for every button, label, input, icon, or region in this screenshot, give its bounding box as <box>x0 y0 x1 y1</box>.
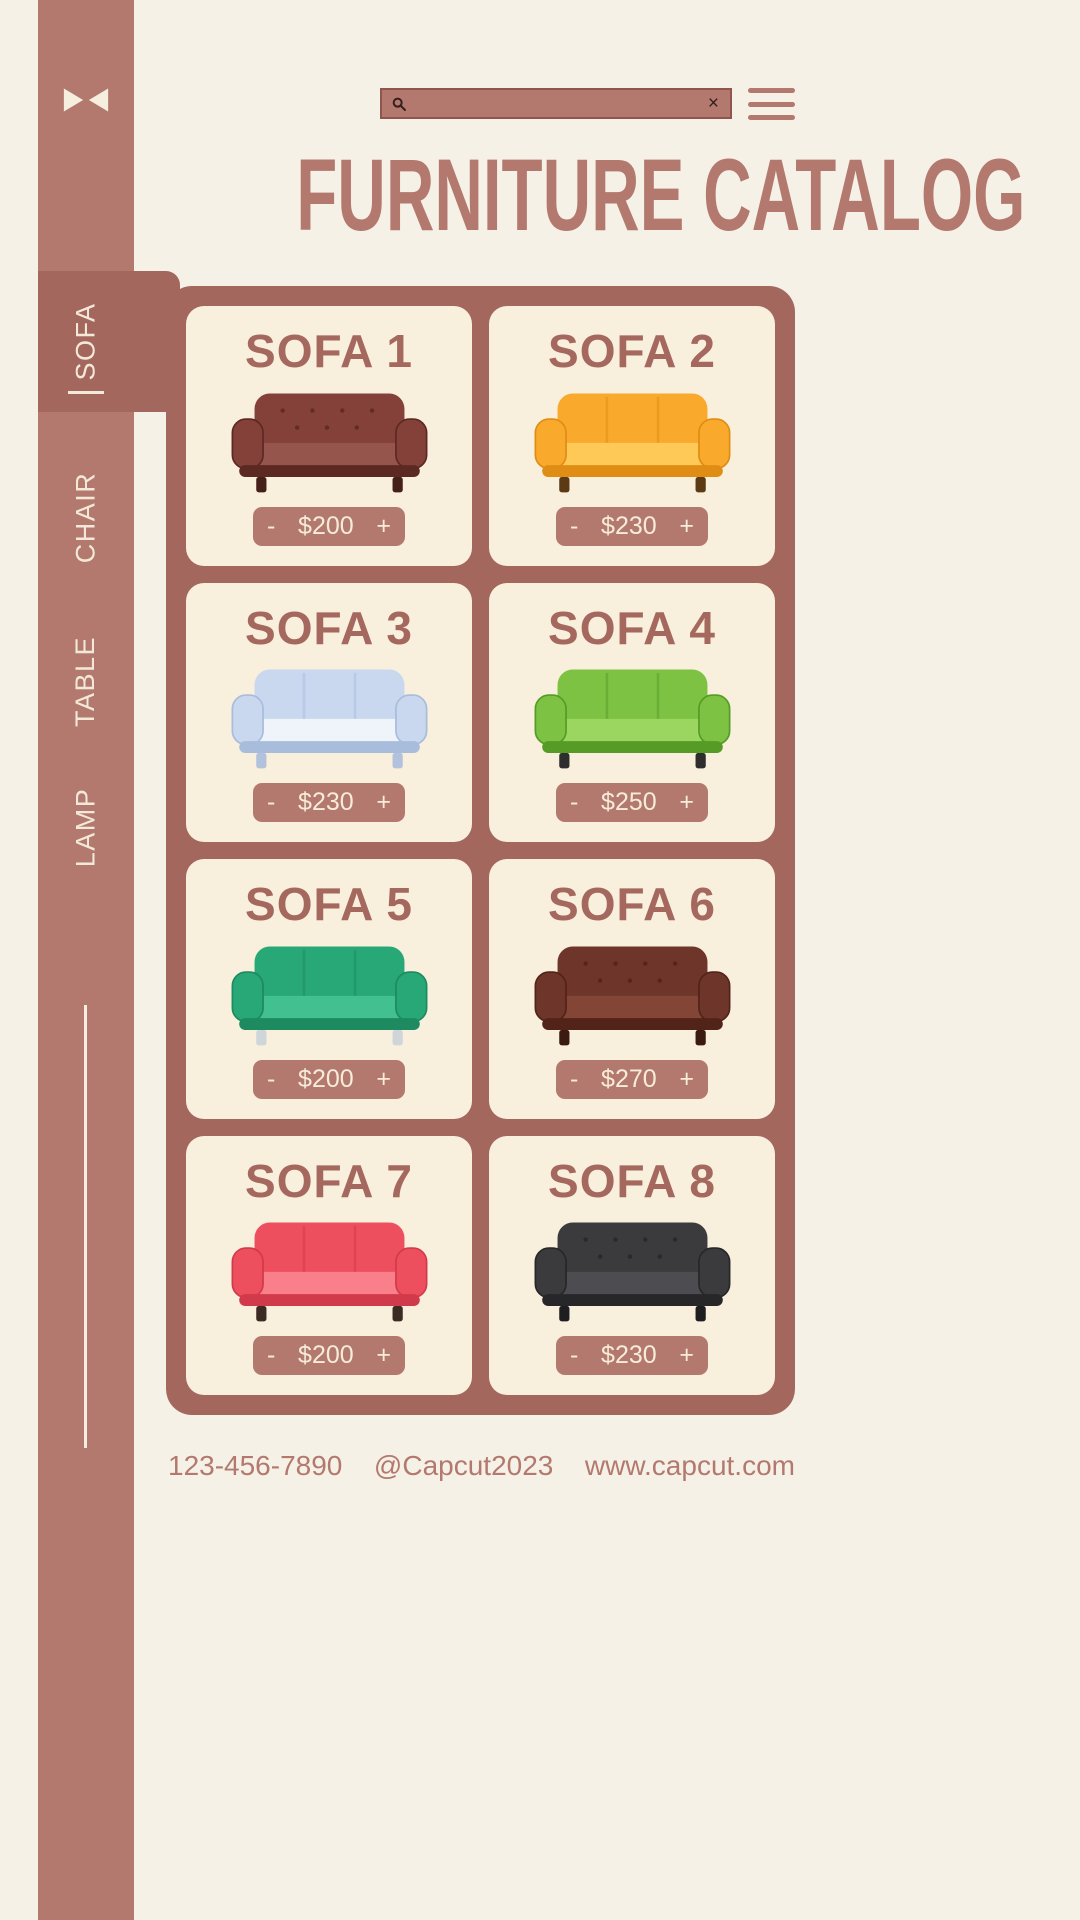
price-decrease-button[interactable]: - <box>570 1064 579 1093</box>
price-stepper: - $250 + <box>556 783 708 822</box>
price-increase-button[interactable]: + <box>679 511 694 540</box>
search-bar: × <box>380 88 732 119</box>
price-stepper: - $200 + <box>253 1059 405 1099</box>
sofa-illustration <box>530 1214 735 1329</box>
price-decrease-button[interactable]: - <box>267 511 276 540</box>
price-value: $200 <box>298 1341 354 1369</box>
card-title: SOFA 2 <box>548 325 716 377</box>
catalog-card: SOFA 7 - $200 + <box>186 1135 472 1395</box>
price-increase-button[interactable]: + <box>376 1341 391 1369</box>
card-grid: SOFA 1 - $200 + SOFA 2 - $230 + SOFA 3 - $230 + S… <box>186 306 775 1395</box>
price-decrease-button[interactable]: - <box>267 788 276 816</box>
price-stepper: - $230 + <box>556 1336 708 1375</box>
sidebar-item-sofa[interactable]: SOFA <box>38 271 134 412</box>
price-increase-button[interactable]: + <box>376 788 391 816</box>
price-stepper: - $270 + <box>556 1059 708 1099</box>
price-increase-button[interactable]: + <box>376 1064 391 1093</box>
sidebar-item-lamp[interactable]: LAMP <box>38 757 134 897</box>
price-decrease-button[interactable]: - <box>570 788 579 816</box>
price-stepper: - $200 + <box>253 1336 405 1375</box>
card-title: SOFA 3 <box>245 601 413 654</box>
catalog-card: SOFA 1 - $200 + <box>186 306 472 566</box>
price-decrease-button[interactable]: - <box>570 1341 579 1369</box>
price-increase-button[interactable]: + <box>376 511 391 540</box>
sofa-illustration <box>530 938 735 1053</box>
sidebar-item-table[interactable]: TABLE <box>38 611 134 751</box>
sidebar-item-label: LAMP <box>70 787 101 867</box>
card-title: SOFA 4 <box>548 601 716 654</box>
price-value: $200 <box>298 511 354 540</box>
footer-handle: @Capcut2023 <box>373 1450 554 1481</box>
hamburger-bar <box>748 115 795 120</box>
sofa-illustration <box>530 385 735 500</box>
footer-phone: 123-456-7890 <box>168 1450 343 1481</box>
catalog-card: SOFA 4 - $250 + <box>489 582 775 842</box>
price-value: $230 <box>601 1341 657 1369</box>
price-value: $200 <box>298 1064 354 1093</box>
price-decrease-button[interactable]: - <box>570 511 579 540</box>
price-stepper: - $200 + <box>253 506 405 546</box>
clear-search-button[interactable]: × <box>707 93 719 114</box>
price-decrease-button[interactable]: - <box>267 1341 276 1369</box>
price-decrease-button[interactable]: - <box>267 1064 276 1093</box>
sidebar-divider-line <box>84 1005 87 1448</box>
price-stepper: - $230 + <box>253 783 405 822</box>
sidebar-item-label: SOFA <box>70 302 101 381</box>
sofa-illustration <box>227 385 432 500</box>
price-stepper: - $230 + <box>556 506 708 546</box>
search-input[interactable] <box>413 94 700 113</box>
sofa-illustration <box>227 661 432 776</box>
price-increase-button[interactable]: + <box>679 788 694 816</box>
search-icon <box>391 96 407 112</box>
sofa-illustration <box>530 661 735 776</box>
price-value: $230 <box>601 511 657 540</box>
price-value: $250 <box>601 788 657 816</box>
capcut-logo-icon <box>38 76 134 124</box>
sidebar-item-chair[interactable]: CHAIR <box>38 447 134 587</box>
catalog-card: SOFA 3 - $230 + <box>186 582 472 842</box>
catalog-card: SOFA 8 - $230 + <box>489 1135 775 1395</box>
catalog-card: SOFA 6 - $270 + <box>489 859 775 1119</box>
card-title: SOFA 5 <box>245 878 413 930</box>
sofa-illustration <box>227 1214 432 1329</box>
catalog-card: SOFA 2 - $230 + <box>489 306 775 566</box>
price-value: $230 <box>298 788 354 816</box>
title-area: FURNITURE CATALOG <box>140 145 1025 247</box>
card-title: SOFA 8 <box>548 1154 716 1207</box>
price-increase-button[interactable]: + <box>679 1064 694 1093</box>
sidebar-item-label: CHAIR <box>70 471 101 563</box>
price-increase-button[interactable]: + <box>679 1341 694 1369</box>
sidebar-item-label: TABLE <box>70 635 101 727</box>
catalog-panel: SOFA 1 - $200 + SOFA 2 - $230 + SOFA 3 - $230 + S… <box>166 286 795 1415</box>
catalog-card: SOFA 5 - $200 + <box>186 859 472 1119</box>
hamburger-menu-icon[interactable] <box>748 88 795 120</box>
card-title: SOFA 6 <box>548 878 716 930</box>
page-title: FURNITURE CATALOG <box>296 138 1026 253</box>
hamburger-bar <box>748 88 795 93</box>
price-value: $270 <box>601 1064 657 1093</box>
footer-website: www.capcut.com <box>584 1450 795 1481</box>
footer: 123-456-7890 @Capcut2023 www.capcut.com <box>168 1450 795 1482</box>
hamburger-bar <box>748 101 795 107</box>
card-title: SOFA 1 <box>245 325 413 377</box>
card-title: SOFA 7 <box>245 1154 413 1207</box>
sofa-illustration <box>227 938 432 1053</box>
